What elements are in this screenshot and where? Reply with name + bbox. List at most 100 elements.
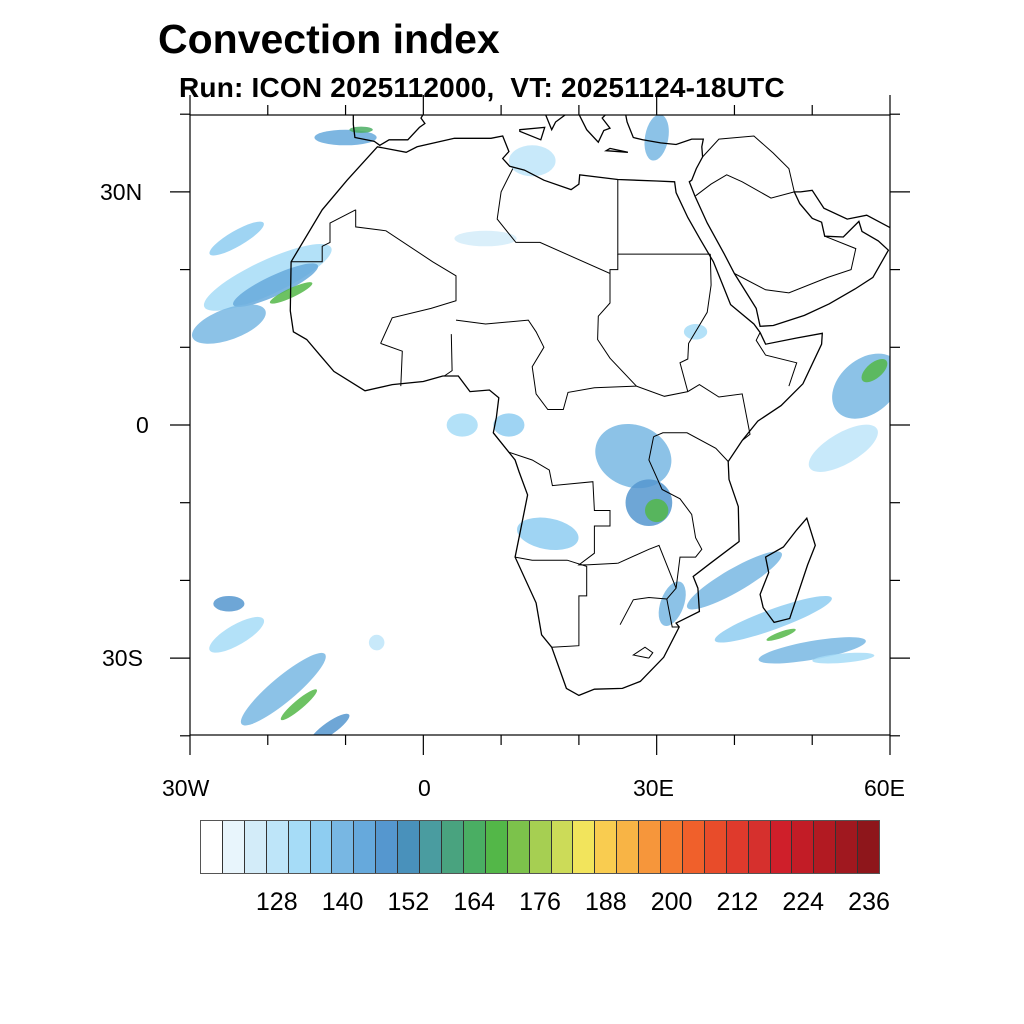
convection-cell [240,652,326,726]
convection-cell [595,423,672,489]
colorbar-box [748,821,771,873]
crete-coastline [603,147,629,153]
country-border [734,235,857,294]
convection-cell [517,517,579,551]
sicily-coastline [519,126,546,141]
country-border [492,432,618,566]
axis-ticks [170,95,910,755]
africa-coastline [289,135,824,697]
colorbar-label: 212 [716,888,759,916]
colorbar-box [704,821,727,873]
convection-cell [644,115,669,161]
italy-coastline [545,115,567,132]
convection-cell [213,595,245,612]
colorbar-label: 236 [848,888,890,916]
country-border [515,556,588,648]
colorbar-label: 188 [584,888,627,916]
colorbar-box [682,821,705,873]
country-border [380,342,403,387]
colorbar-box [201,821,223,873]
chart-subtitle: Run: ICON 2025112000, VT: 20251124-18UTC [179,72,785,103]
country-border [496,168,619,275]
colorbar-box [310,821,333,873]
convection-cell [191,304,266,344]
country-border [653,432,729,462]
colorbar-box [639,821,662,873]
colorbar-box [288,821,311,873]
colorbar-label: 176 [519,888,561,916]
convection-cell [808,424,878,472]
colorbar [200,820,880,874]
country-border [291,209,356,263]
colorbar-box [398,821,421,873]
coastlines [289,115,890,697]
colorbar-box [792,821,815,873]
convection-cell [446,413,478,437]
chart-title: Convection index [158,16,500,62]
colorbar-box [617,821,640,873]
lat-label-30s: 30S [102,645,143,671]
asia-coastline [625,115,890,327]
colorbar-box [770,821,793,873]
convection-cell [861,358,888,383]
convection-field [191,115,890,735]
colorbar-box [376,821,399,873]
convection-cell [714,595,832,643]
convection-cell [280,689,318,721]
colorbar-box [485,821,508,873]
colorbar-box [332,821,355,873]
colorbar-box [266,821,289,873]
country-border [632,646,654,659]
convection-cell [349,126,373,133]
country-border [619,596,667,625]
colorbar-box [726,821,749,873]
colorbar-box [573,821,596,873]
colorbar-box [661,821,683,873]
colorbar-label: 200 [650,888,693,916]
lon-label-0: 0 [418,775,431,801]
country-border [755,332,798,387]
colorbar-box [595,821,618,873]
colorbar-label: 128 [255,888,298,916]
country-border [597,273,637,387]
convection-cell [758,637,866,664]
iberia-coastline [352,115,426,147]
country-border [679,254,712,392]
country-border [455,319,751,441]
convection-cell [508,145,556,177]
colorbar-label: 152 [387,888,430,916]
convection-cell [203,243,332,311]
country-border [617,179,711,255]
greece-coastline [578,115,612,144]
lon-label-30e: 30E [633,775,674,801]
colorbar-box [858,821,880,873]
colorbar-label: 164 [453,888,496,916]
country-border [695,135,795,199]
colorbar-box [507,821,530,873]
colorbar-box [420,821,442,873]
colorbar-box [354,821,377,873]
convection-cell [832,353,890,419]
lat-label-30n: 30N [100,179,143,205]
colorbar-label: 140 [321,888,364,916]
lat-label-0: 0 [136,412,149,438]
convection-cell [310,713,350,735]
colorbar-box [551,821,574,873]
colorbar-box [222,821,245,873]
convection-cell [686,551,782,610]
convection-cell [644,498,669,523]
madagascar-coastline [759,516,816,624]
colorbar-box [836,821,859,873]
colorbar-box [814,821,837,873]
convection-cell [658,581,686,626]
country-border [444,334,453,377]
colorbar-box [529,821,552,873]
country-border [617,544,677,589]
convection-cell [454,230,517,247]
lon-label-60e: 60E [864,775,905,801]
convection-cell [766,628,796,641]
lon-label-30w: 30W [162,775,210,801]
convection-cell [368,634,385,651]
convection-cell [314,129,377,146]
country-border [355,209,457,344]
